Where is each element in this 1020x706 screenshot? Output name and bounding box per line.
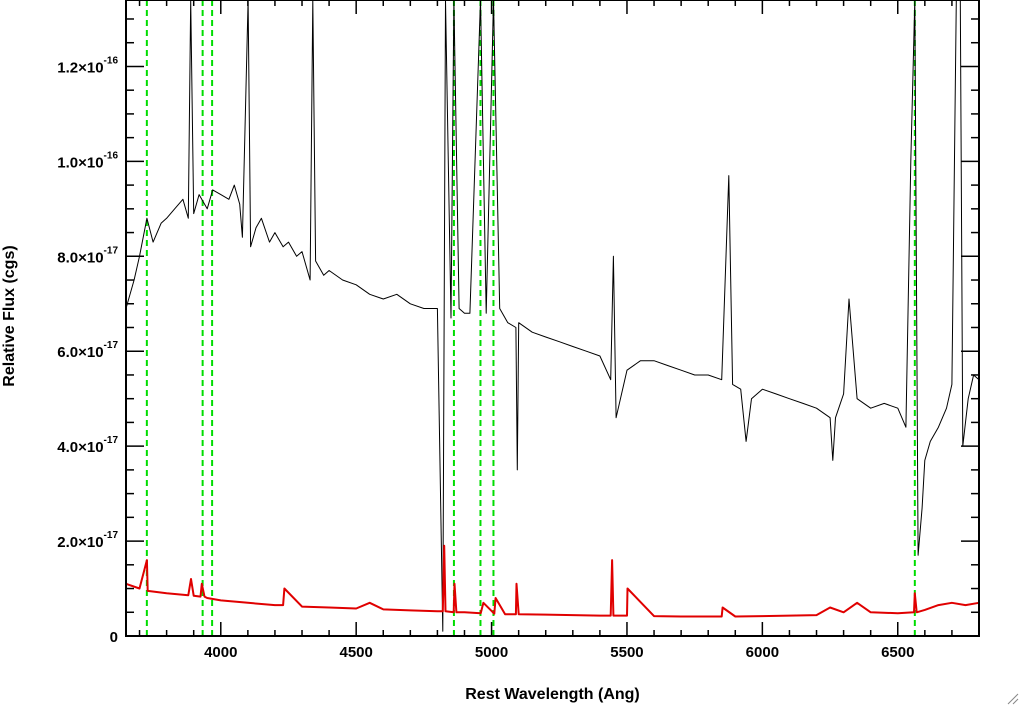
plot-marks: [125, 0, 980, 636]
y-tick-label: 6.0×10-17: [57, 340, 118, 361]
y-tick-label: 2.0×10-17: [57, 530, 118, 551]
x-tick-label: 6500: [881, 644, 914, 661]
x-tick-label: 6000: [746, 644, 779, 661]
y-axis-title: Relative Flux (cgs): [1, 245, 18, 386]
x-tick-label: 4500: [339, 644, 372, 661]
y-tick-label: 1.0×10-16: [57, 150, 118, 171]
x-tick-label: 4000: [204, 644, 237, 661]
model-line: [125, 544, 980, 618]
y-tick-label: 4.0×10-17: [57, 435, 118, 456]
y-tick-label: 8.0×10-17: [57, 245, 118, 266]
plot-frame: [125, 0, 980, 637]
axis-ticks: [126, 0, 980, 637]
x-axis-title: Rest Wavelength (Ang): [465, 686, 640, 703]
y-tick-label: 0: [110, 629, 118, 646]
tick-labels: 4000 4500 5000 5500 6000 6500 0 2.0×10-17 4.0×10…: [57, 55, 914, 661]
y-tick-label: 1.2×10-16: [57, 55, 118, 76]
spectrum-line: [125, 0, 980, 632]
resize-grip-icon[interactable]: [1007, 693, 1019, 705]
x-tick-label: 5000: [475, 644, 508, 661]
x-tick-label: 5500: [610, 644, 643, 661]
